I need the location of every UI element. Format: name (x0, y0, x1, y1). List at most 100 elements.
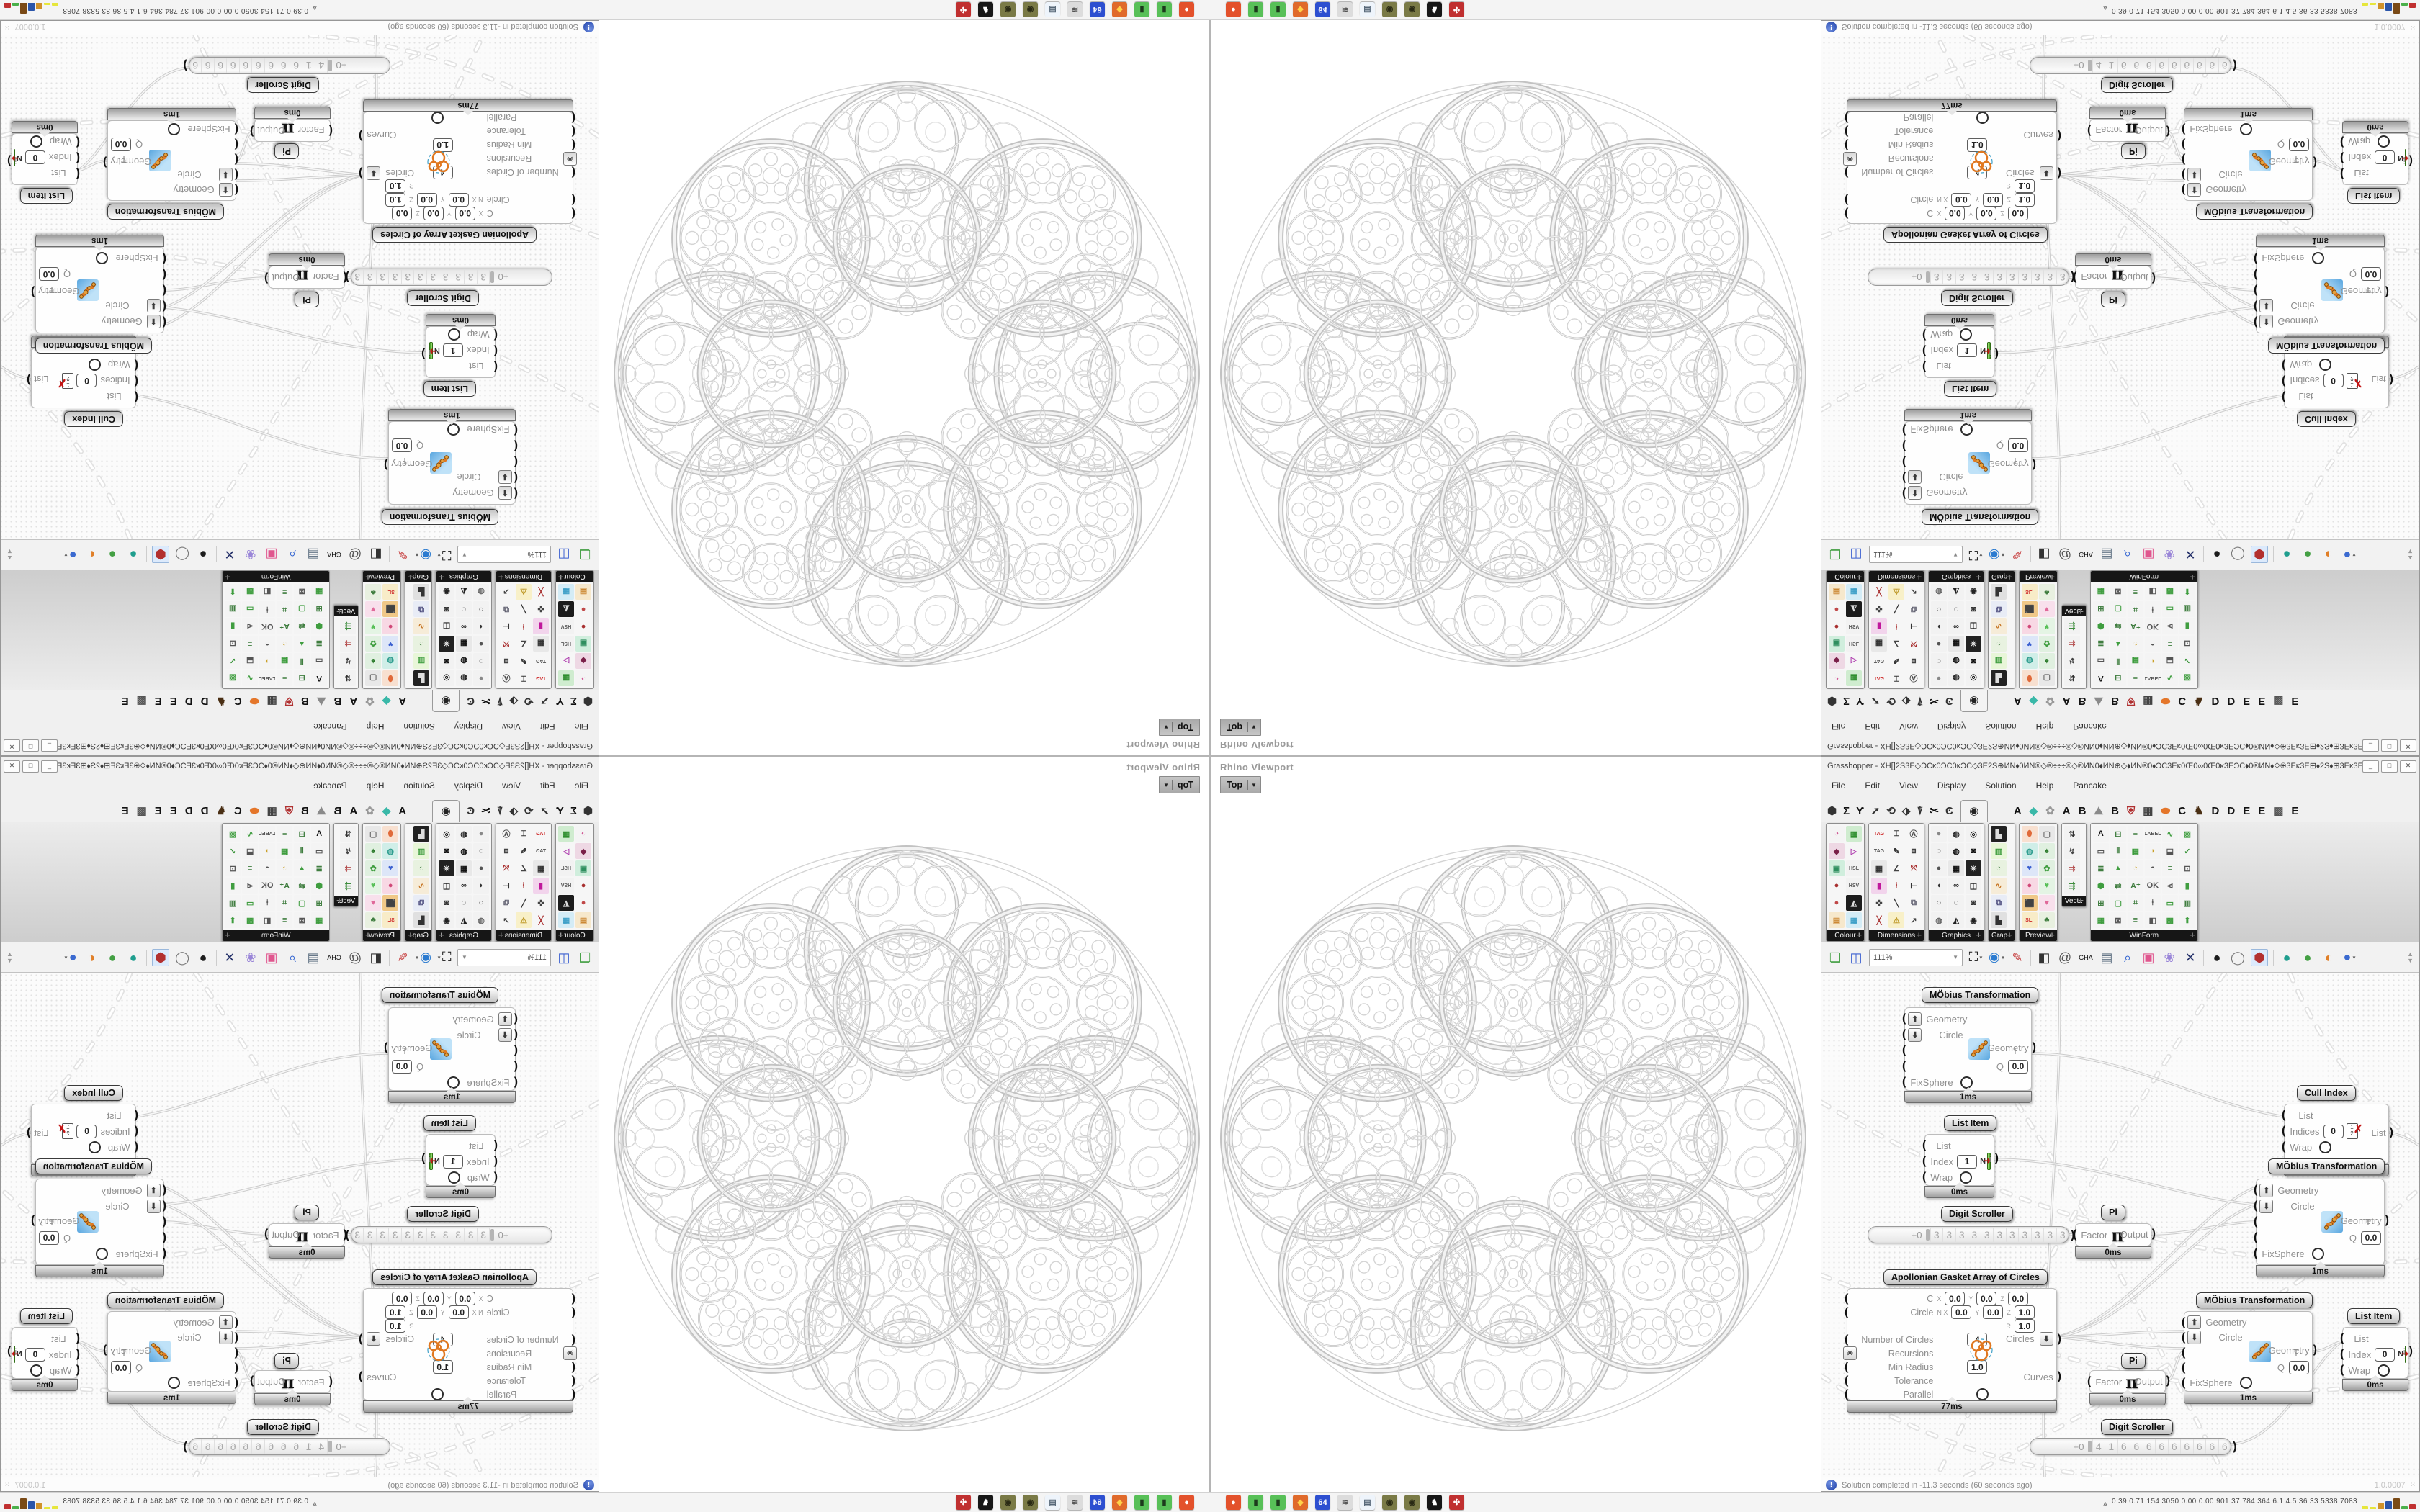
component-icon[interactable]: ✿ (365, 860, 382, 876)
component-icon[interactable]: ◌ (1931, 843, 1947, 859)
input-hook[interactable]: ( (571, 1305, 575, 1318)
component-icon[interactable]: ◌ (456, 895, 472, 911)
expression-icon[interactable]: ✳ (1843, 152, 1857, 166)
component-icon[interactable]: ⧉ (498, 601, 514, 617)
digit-cell[interactable]: 3 (351, 1228, 364, 1242)
component-icon[interactable]: ▭ (311, 653, 328, 669)
panel-expand-icon[interactable]: ✛ (2049, 573, 2055, 580)
digit-cell[interactable]: 3 (2005, 1228, 2019, 1242)
menu-pancake[interactable]: Pancake (313, 721, 347, 732)
component-icon[interactable]: ◍ (1948, 826, 1964, 842)
component-icon[interactable]: ● (575, 618, 591, 634)
component-icon[interactable]: ⊢ (498, 878, 514, 894)
component-icon[interactable]: ⬛ (2021, 601, 2038, 617)
fixsphere-toggle[interactable] (168, 1377, 181, 1389)
component-icon[interactable]: ◉ (1966, 584, 1981, 600)
panel-expand-icon[interactable]: ✛ (2007, 932, 2012, 939)
expression-icon[interactable]: ✳ (563, 152, 577, 166)
component-icon[interactable]: ▙ (1991, 584, 2007, 600)
category-tab-icon[interactable]: ➚ (1870, 695, 1881, 707)
component-icon[interactable]: ◌ (1931, 653, 1947, 669)
input-hook[interactable]: ( (76, 1348, 80, 1360)
output[interactable]: Output) (250, 1374, 286, 1387)
wrap-toggle[interactable] (2319, 359, 2332, 372)
component-icon[interactable]: ● (1931, 826, 1947, 842)
category-tab-icon[interactable]: ⛨ (284, 695, 294, 707)
node-tag-pi[interactable]: Pi (2121, 143, 2146, 159)
component-icon[interactable]: ⊢ (1906, 878, 1922, 894)
component-icon[interactable]: ⤧ (1906, 636, 1922, 652)
digit-cell[interactable]: 6 (265, 58, 278, 73)
digit-cell[interactable]: 6 (2192, 58, 2205, 73)
component-icon[interactable]: ✜ (1871, 895, 1887, 911)
component-icon[interactable]: ● (575, 895, 591, 911)
digit-cell[interactable]: 3 (2056, 1228, 2069, 1242)
digit-cell[interactable]: 6 (252, 1439, 265, 1454)
component-icon[interactable]: ▦ (311, 912, 328, 928)
category-tab-icon[interactable]: ⬢ (583, 695, 593, 707)
toolbar-button[interactable]: ✕ (224, 950, 236, 965)
digit-cell[interactable]: 6 (2205, 1439, 2218, 1454)
component-icon[interactable]: ⇉ (340, 860, 357, 876)
category-tab-icon[interactable]: ⬬ (249, 805, 259, 817)
input-hook[interactable]: ( (2282, 1140, 2286, 1153)
output-hook[interactable]: ) (183, 59, 187, 73)
component-icon[interactable]: ● (382, 878, 399, 894)
digit-cell[interactable]: 4 (2092, 58, 2105, 73)
component-icon[interactable]: TAG (533, 653, 549, 669)
component-icon[interactable]: ◫ (439, 878, 454, 894)
component-icon[interactable]: ✓ (2179, 653, 2195, 669)
category-tab-icon[interactable]: ◆ (382, 695, 391, 707)
minimize-button[interactable]: _ (41, 739, 58, 752)
component-icon[interactable]: ▥ (2179, 895, 2195, 911)
input-hook[interactable]: ( (162, 1247, 166, 1259)
component-icon[interactable]: ⇅ (340, 670, 357, 686)
component-icon[interactable]: ≡ (277, 670, 293, 686)
wrap-toggle[interactable] (447, 1171, 460, 1184)
input-hook[interactable]: ( (1902, 1044, 1906, 1056)
toolbar-button[interactable]: ● (199, 547, 207, 562)
component-icon[interactable]: ▤ (1829, 912, 1845, 928)
rhino-viewport[interactable]: Rhino Viewport Top ▼ (1210, 20, 1821, 756)
digit-cell[interactable]: 3 (439, 270, 452, 284)
digit-cell[interactable]: 3 (2018, 270, 2031, 284)
output[interactable]: Output) (250, 125, 286, 138)
component-icon[interactable]: ⧉ (1906, 895, 1922, 911)
node-tag-pi[interactable]: Pi (2121, 1353, 2146, 1369)
component-icon[interactable]: ▦ (533, 636, 549, 652)
component-icon[interactable]: ⬮ (2021, 670, 2038, 686)
output-item[interactable]: i) (2403, 1345, 2413, 1357)
component-icon[interactable]: ♥ (2038, 878, 2055, 894)
component-icon[interactable]: ≣ (311, 860, 328, 876)
component-icon[interactable]: LABEL (2144, 670, 2161, 686)
panel-expand-icon[interactable]: ✛ (1916, 573, 1922, 580)
toolbar-button[interactable]: GHA (2079, 953, 2093, 961)
node-tag-pi[interactable]: Pi (274, 143, 299, 159)
panel-expand-icon[interactable]: ✛ (439, 573, 444, 580)
input-hook[interactable]: ( (162, 269, 166, 281)
component-icon[interactable]: ⧉ (498, 895, 514, 911)
component-icon[interactable]: ⇄ (2110, 878, 2126, 894)
expression-icon[interactable]: ✳ (1843, 1346, 1857, 1360)
category-tab-icon[interactable]: B (2078, 805, 2087, 817)
digit-cell[interactable]: 6 (2167, 58, 2180, 73)
category-tab-icon[interactable]: Ͼ (467, 695, 475, 707)
node-tag-pi[interactable]: Pi (274, 1353, 299, 1369)
fixsphere-toggle[interactable] (2311, 252, 2324, 265)
category-tab-icon[interactable]: B (333, 805, 342, 817)
toolbar-button[interactable]: ✕ (2184, 950, 2196, 965)
input-hook[interactable]: ( (2282, 391, 2286, 403)
category-tab-icon[interactable]: ✂ (1930, 805, 1939, 817)
component-icon[interactable]: ⧈ (1906, 653, 1922, 669)
node-tag-apollonian[interactable]: Apollonian Gasket Array of Circles (1883, 227, 2048, 243)
component-icon[interactable]: ◧ (2144, 912, 2161, 928)
node-tag-apollonian[interactable]: Apollonian Gasket Array of Circles (372, 227, 537, 243)
node-tag-pi[interactable]: Pi (295, 1205, 319, 1220)
toolbar-button[interactable]: ⬢ (2251, 948, 2268, 966)
scroller-thumb[interactable] (1925, 1229, 1930, 1241)
titlebar[interactable]: Grasshopper - XH[]2S3E◇ƆCκ0ƆC0κƆC◇3E2S⊕И… (1821, 737, 2419, 755)
component-icon[interactable]: ◙ (1966, 601, 1981, 617)
component-icon[interactable]: ⊠ (2110, 584, 2126, 600)
q-value[interactable]: 0.0 (2289, 138, 2309, 151)
